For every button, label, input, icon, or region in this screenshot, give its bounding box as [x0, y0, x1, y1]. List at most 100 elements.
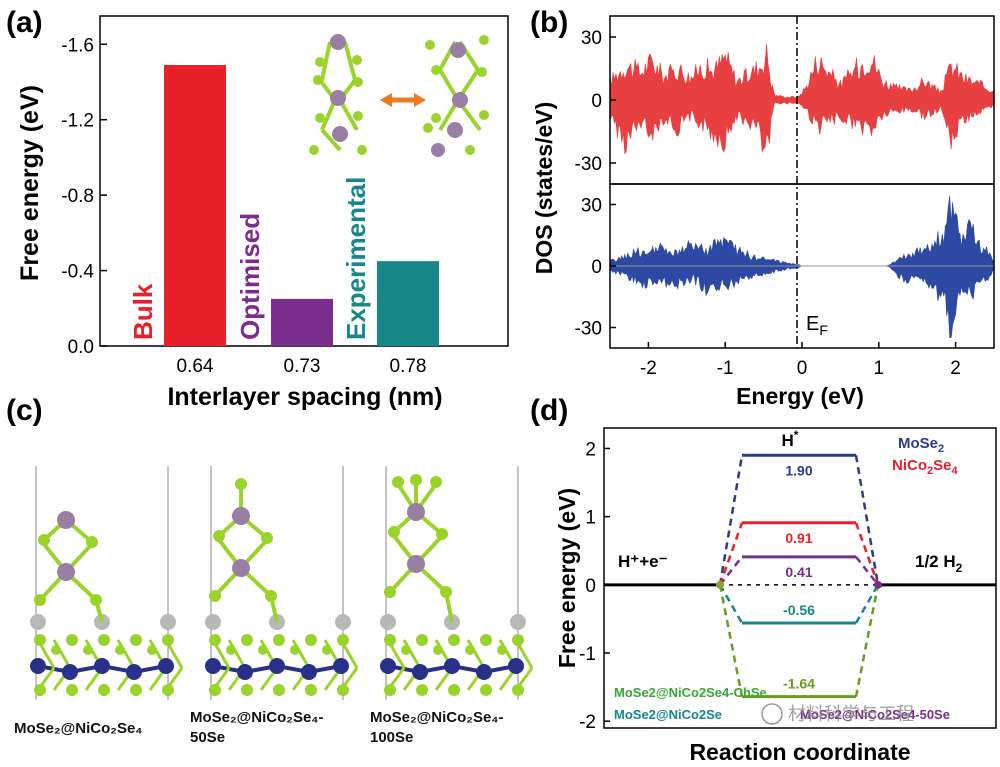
structure-3: [380, 466, 534, 700]
legend-entry: MoSe2@NiCo2Se: [614, 707, 722, 722]
se-atom: [497, 645, 507, 655]
ni-atom: [62, 664, 78, 680]
mo-atom: [232, 507, 250, 525]
ytick-label: 2: [585, 439, 596, 460]
se-atom: [130, 634, 142, 646]
se-atom: [34, 634, 46, 646]
panel-b-yticks: 30 0 -30 30 0 -30: [575, 28, 616, 340]
se-atom: [273, 684, 285, 696]
se-atom: [66, 634, 78, 646]
se-atom: [410, 474, 422, 486]
value-label-MoSe2@NiCo2Se4-100Se: -0.56: [783, 602, 815, 618]
ytick-label: 1: [585, 508, 596, 529]
panel-a-yticks: 0.0 -0.4 -0.8 -1.2 -1.6: [61, 35, 107, 358]
ytick-label: -0.4: [61, 262, 94, 283]
se-bond: [227, 639, 247, 669]
se-atom: [512, 684, 524, 696]
se-atom: [433, 645, 443, 655]
panel-a-inset-structure-left: [309, 34, 367, 155]
ytick-label: -0.8: [61, 186, 94, 207]
ni-atom: [333, 658, 349, 674]
se-atom: [115, 645, 125, 655]
legend-entry: MoSe2@NiCo2Se4-50Se: [800, 707, 950, 722]
se-atom: [147, 645, 157, 655]
legend-entry: MoSe2@NiCo2Se4-ChSe: [614, 685, 767, 700]
ytick-label: 0.0: [68, 337, 94, 358]
se-atom: [322, 645, 332, 655]
se-atom: [235, 478, 247, 490]
panel-d-yticks: 2 1 0 -1 -2: [579, 439, 610, 733]
connector-MoSe2@NiCo2Se4-100Se: [854, 584, 880, 624]
ytick-label: -1.6: [61, 35, 94, 56]
se-atom: [98, 684, 110, 696]
se-atom: [392, 476, 404, 488]
co-atom: [160, 614, 176, 630]
se-atom: [305, 684, 317, 696]
se-atom: [209, 634, 221, 646]
ni-atom: [412, 664, 428, 680]
watermark: 材料科学与工程: [761, 703, 914, 725]
state-final-label: 1/2 H2: [915, 552, 963, 575]
se-atom: [416, 634, 428, 646]
legend-sub: 2: [927, 465, 933, 477]
bar-0.73: [271, 298, 333, 346]
panel-d-ylabel: Free energy (eV): [554, 488, 580, 668]
se-atom: [384, 634, 396, 646]
value-label-MoSe2@NiCo2Se4-ChSe: -1.64: [783, 676, 815, 692]
panel-a-frame: [99, 15, 509, 347]
ni-atom: [301, 664, 317, 680]
panel-b-xticks: -2 -1 0 1 2: [640, 342, 961, 379]
ytick-label: 0: [591, 91, 602, 112]
ytick-label: -1: [579, 644, 596, 665]
panel-a-xticks: 0.64 0.73 0.78: [177, 356, 427, 377]
legend-rest: Se: [933, 457, 951, 474]
xtick-label: -1: [717, 358, 734, 379]
ni-atom: [94, 658, 110, 674]
se-atom: [436, 528, 448, 540]
xtick-label: 0: [797, 358, 808, 379]
legend-entry: NiCo2Se4: [892, 457, 958, 477]
panel-a-bars: Bulk Optimised Experimental: [128, 65, 439, 347]
mo-atom: [407, 503, 425, 521]
dos-area: [609, 43, 995, 155]
ni-atom: [508, 658, 524, 674]
panel-b-dos-top: [609, 43, 995, 155]
mo-atom: [407, 555, 425, 573]
ytick-label: -1.2: [61, 111, 94, 132]
ni-atom: [444, 658, 460, 674]
ytick-label: -30: [575, 154, 602, 175]
connector-MoSe2@NiCo2Se4-ChSe: [718, 584, 744, 697]
se-atom: [430, 476, 442, 488]
panel-b-xlabel: Energy (eV): [736, 383, 864, 409]
legend-base: MoSe: [898, 435, 938, 452]
state-intermediate-label: H*: [782, 428, 799, 450]
se-atom: [416, 684, 428, 696]
se-atom: [305, 634, 317, 646]
bar-label: Optimised: [235, 213, 265, 340]
legend-entry: MoSe2: [898, 435, 944, 455]
se-atom: [290, 645, 300, 655]
xtick-label: 0.78: [390, 356, 427, 377]
se-atom: [209, 590, 221, 602]
caption-2-line2: 50Se: [190, 729, 225, 746]
state-initial-label: H⁺+e⁻: [618, 552, 668, 571]
se-atom: [34, 684, 46, 696]
se-atom: [209, 684, 221, 696]
se-bond: [402, 639, 422, 669]
se-atom: [480, 634, 492, 646]
se-atom: [337, 684, 349, 696]
ni-atom: [126, 664, 142, 680]
se-atom: [38, 534, 50, 546]
ytick-label: -2: [579, 712, 596, 733]
ni-atom: [205, 658, 221, 674]
se-atom: [162, 634, 174, 646]
watermark-text: 材料科学与工程: [788, 704, 914, 725]
panel-c-structures: [30, 466, 534, 700]
connector-MoSe2@NiCo2Se4-50Se: [719, 556, 743, 586]
ni-atom: [476, 664, 492, 680]
panel-c-label: (c): [6, 394, 43, 427]
structure-1: [30, 466, 184, 700]
panel-d-label: (d): [530, 394, 568, 427]
co-atom: [380, 614, 396, 630]
